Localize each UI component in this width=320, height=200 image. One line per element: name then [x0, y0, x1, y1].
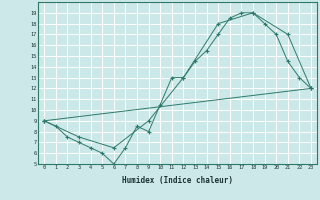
- X-axis label: Humidex (Indice chaleur): Humidex (Indice chaleur): [122, 176, 233, 185]
